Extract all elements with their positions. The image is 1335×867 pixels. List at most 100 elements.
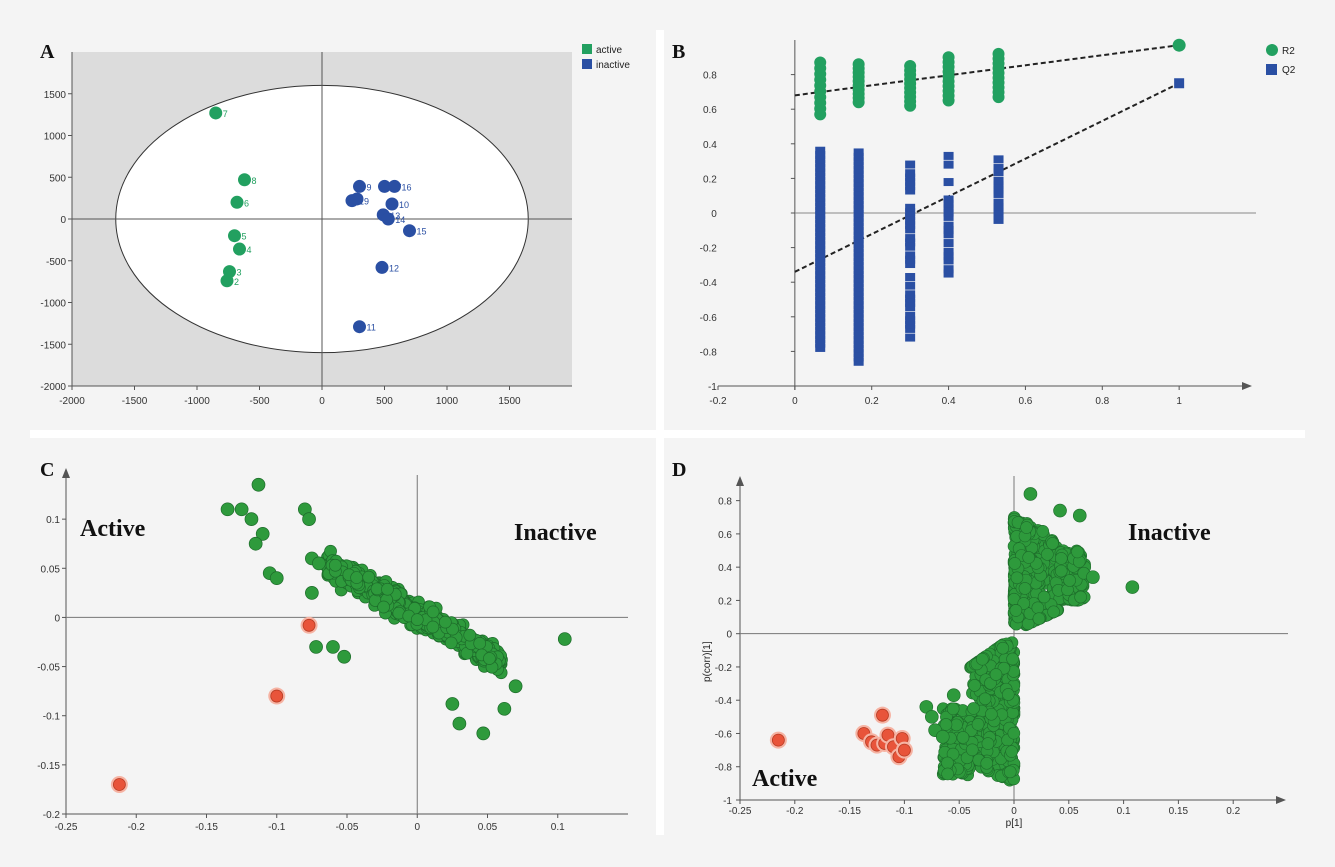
x-tick-label-d: 0 <box>1011 806 1017 817</box>
y-tick-label-c: 0.05 <box>41 564 61 575</box>
q2-permutation-point <box>943 204 954 213</box>
legend-swatch-inactive <box>582 59 592 69</box>
variable-point <box>362 570 376 584</box>
variable-point <box>1037 590 1051 604</box>
q2-permutation-point <box>853 178 864 187</box>
variable-point <box>976 652 989 666</box>
q2-permutation-point <box>853 257 864 266</box>
variable-point <box>255 527 270 541</box>
variable-point <box>508 679 523 694</box>
q2-permutation-point <box>905 186 916 195</box>
variable-point <box>1022 551 1035 564</box>
q2-permutation-point <box>905 316 916 325</box>
q2-permutation-point <box>815 202 826 211</box>
variable-point <box>302 512 316 526</box>
q2-permutation-point <box>943 247 954 256</box>
q2-permutation-point <box>815 309 826 318</box>
point-label: 5 <box>242 232 247 242</box>
q2-permutation-point <box>853 266 864 275</box>
x-tick-label-b: 0.2 <box>865 396 879 407</box>
q2-permutation-point <box>815 228 826 237</box>
q2-permutation-point <box>943 256 954 265</box>
q2-permutation-point <box>815 258 826 267</box>
point-label: 15 <box>417 227 427 237</box>
point-label: 13 <box>390 211 400 221</box>
highlighted-variable-point <box>876 708 889 722</box>
point-label: 7 <box>223 109 228 119</box>
x-axis-title-d: p[1] <box>1006 818 1023 829</box>
q2-permutation-point <box>815 318 826 327</box>
q2-permutation-point <box>905 251 916 260</box>
x-tick-label-d: -0.05 <box>948 806 971 817</box>
q2-permutation-point <box>815 245 826 254</box>
x-tick-label-b: 0 <box>792 396 798 407</box>
q2-permutation-point <box>815 236 826 245</box>
q2-permutation-point <box>993 176 1004 185</box>
y-tick-label-b: 0.8 <box>703 71 717 82</box>
q2-permutation-point <box>943 239 954 248</box>
q2-permutation-point <box>815 335 826 344</box>
variable-point <box>1053 503 1067 518</box>
q2-permutation-point <box>815 331 826 340</box>
y-tick-label-d: -0.6 <box>715 729 733 740</box>
legend-label-active: active <box>596 45 623 56</box>
q2-permutation-point <box>815 305 826 314</box>
y-axis-arrow-c <box>62 468 70 478</box>
q2-permutation-point <box>853 183 864 192</box>
q2-permutation-point <box>853 235 864 244</box>
x-tick-label-d: -0.1 <box>896 806 914 817</box>
variable-point <box>935 729 950 744</box>
q2-permutation-point <box>853 296 864 305</box>
y-tick-label-a: 1000 <box>44 132 67 143</box>
variable-point <box>941 767 954 781</box>
q2-permutation-point <box>993 202 1004 211</box>
q2-permutation-point <box>853 353 864 362</box>
y-tick-label-d: 0.8 <box>718 497 732 508</box>
variable-cloud-c <box>319 544 508 680</box>
point-label: 8 <box>252 176 257 186</box>
q2-permutation-point <box>853 196 864 205</box>
variable-point <box>939 718 953 731</box>
score-point-inactive <box>381 212 395 226</box>
variable-point <box>1006 652 1019 666</box>
highlighted-variable-point <box>112 778 126 791</box>
x-tick-label-d: -0.25 <box>729 806 752 817</box>
variable-point <box>234 502 249 517</box>
y-tick-label-b: -1 <box>708 382 717 393</box>
q2-permutation-point <box>815 313 826 322</box>
variable-point <box>1086 570 1100 584</box>
q2-permutation-point <box>853 226 864 235</box>
q2-permutation-point <box>815 275 826 284</box>
q2-permutation-point <box>993 207 1004 216</box>
q2-permutation-point <box>853 222 864 231</box>
variable-point <box>337 649 352 664</box>
variable-point <box>968 679 981 692</box>
y-axis-arrow-d <box>736 476 744 486</box>
q2-permutation-point <box>815 296 826 305</box>
variable-point <box>971 718 985 731</box>
q2-permutation-point <box>943 160 954 169</box>
q2-permutation-point <box>815 215 826 224</box>
legend-marker-r2 <box>1266 44 1278 56</box>
q2-permutation-point <box>815 159 826 168</box>
score-point-active <box>220 274 234 288</box>
y-tick-label-c: 0 <box>54 613 60 624</box>
variable-point <box>1072 508 1087 523</box>
variable-point <box>1125 580 1140 594</box>
q2-permutation-point <box>993 198 1004 207</box>
y-tick-label-a: -1500 <box>40 340 66 351</box>
q2-permutation-point <box>815 283 826 292</box>
variable-point <box>473 637 487 650</box>
x-axis-arrow-d <box>1276 796 1286 804</box>
highlighted-variable-point <box>898 743 911 757</box>
y-tick-label-d: -0.2 <box>715 663 733 674</box>
variable-point <box>483 652 496 665</box>
variable-point <box>305 586 319 600</box>
annotation-inactive-c: Inactive <box>514 520 597 546</box>
q2-permutation-point <box>943 199 954 208</box>
x-tick-label-a: 0 <box>319 396 325 407</box>
variable-point <box>1009 604 1023 617</box>
q2-permutation-point <box>853 148 864 157</box>
annotation-active-d: Active <box>752 766 818 792</box>
